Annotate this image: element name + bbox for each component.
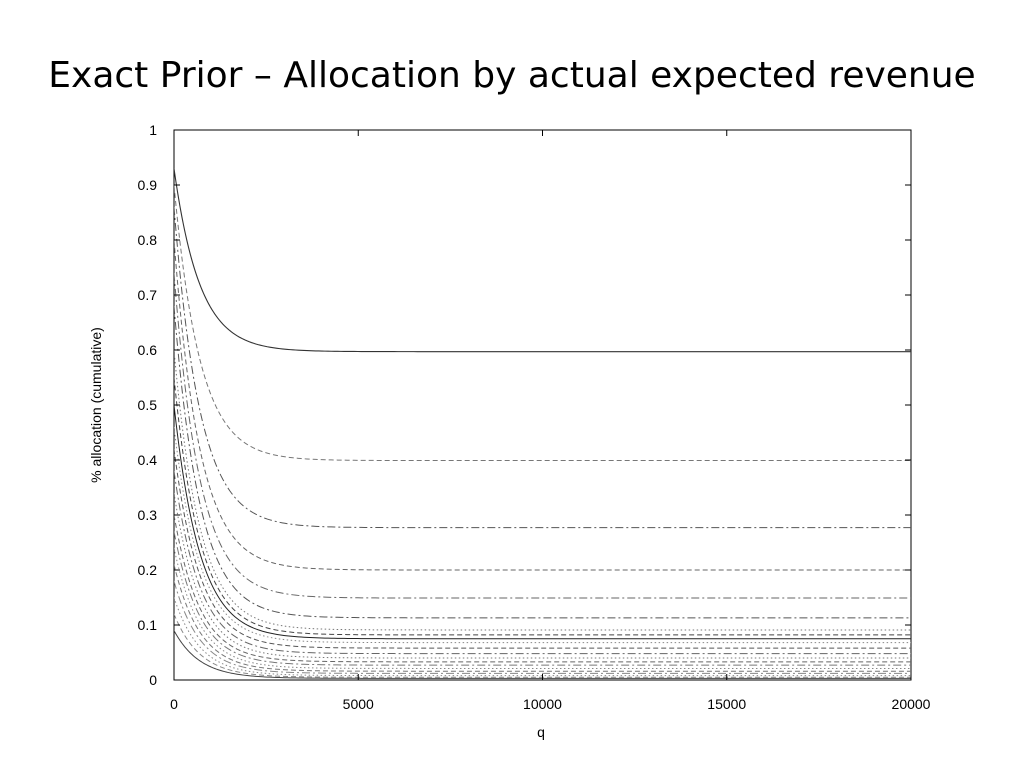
series-line-19 — [174, 597, 911, 677]
y-axis-label: % allocation (cumulative) — [88, 327, 104, 483]
y-tick-label: 0.1 — [138, 617, 158, 633]
series-line-5 — [174, 272, 911, 599]
y-tick-label: 0.6 — [138, 342, 158, 358]
x-tick-label: 0 — [170, 696, 178, 712]
series-line-10 — [174, 426, 911, 644]
plot-frame-rect — [173, 129, 912, 681]
y-tick-label: 0.8 — [138, 232, 158, 248]
x-tick-label: 15000 — [707, 696, 746, 712]
series-line-16 — [174, 547, 911, 669]
series-line-13 — [174, 492, 911, 659]
series-layer — [174, 168, 911, 679]
y-tick-label: 0.7 — [138, 287, 158, 303]
series-line-18 — [174, 580, 911, 674]
slide-title: Exact Prior – Allocation by actual expec… — [48, 55, 976, 96]
series-line-11 — [174, 448, 911, 649]
series-line-2 — [174, 184, 911, 462]
series-line-21 — [174, 630, 911, 679]
label-layer: q % allocation (cumulative) — [88, 327, 545, 740]
series-line-14 — [174, 514, 911, 663]
series-line-6 — [174, 305, 911, 619]
y-tick-label: 0.2 — [138, 562, 158, 578]
x-tick-label: 5000 — [343, 696, 374, 712]
series-line-1 — [174, 168, 911, 353]
plot-frame — [173, 129, 912, 681]
y-tick-label: 0.5 — [138, 397, 158, 413]
x-tick-label: 20000 — [892, 696, 931, 712]
series-line-8 — [174, 377, 911, 636]
y-tick-label: 0.3 — [138, 507, 158, 523]
series-line-7 — [174, 349, 911, 631]
x-tick-label: 10000 — [523, 696, 562, 712]
tick-layer: 0 5000 10000 15000 20000 0 0.1 0.2 0.3 0.4 0.5 0.6 0… — [138, 122, 931, 712]
series-line-20 — [174, 613, 911, 678]
y-tick-label: 0 — [149, 672, 157, 688]
series-line-12 — [174, 470, 911, 655]
series-line-4 — [174, 239, 911, 571]
y-tick-label: 0.4 — [138, 452, 158, 468]
series-line-17 — [174, 564, 911, 672]
y-tick-label: 1 — [149, 122, 157, 138]
series-line-3 — [174, 206, 911, 529]
x-axis-label: q — [537, 724, 545, 740]
series-line-15 — [174, 531, 911, 666]
y-tick-label: 0.9 — [138, 177, 158, 193]
series-line-9 — [174, 404, 911, 640]
